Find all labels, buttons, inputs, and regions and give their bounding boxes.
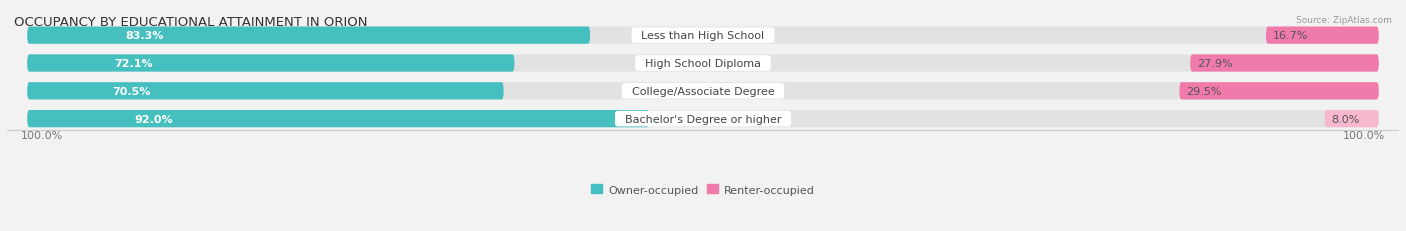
Text: Less than High School: Less than High School (634, 31, 772, 41)
Text: OCCUPANCY BY EDUCATIONAL ATTAINMENT IN ORION: OCCUPANCY BY EDUCATIONAL ATTAINMENT IN O… (14, 16, 367, 29)
FancyBboxPatch shape (27, 83, 1379, 100)
Text: Source: ZipAtlas.com: Source: ZipAtlas.com (1296, 16, 1392, 25)
Text: College/Associate Degree: College/Associate Degree (624, 86, 782, 96)
Text: 29.5%: 29.5% (1187, 86, 1222, 96)
FancyBboxPatch shape (27, 55, 1379, 72)
FancyBboxPatch shape (27, 55, 515, 72)
FancyBboxPatch shape (1265, 27, 1379, 45)
Text: 72.1%: 72.1% (114, 59, 152, 69)
Text: 100.0%: 100.0% (1343, 130, 1385, 140)
FancyBboxPatch shape (27, 110, 650, 128)
FancyBboxPatch shape (27, 83, 503, 100)
FancyBboxPatch shape (1191, 55, 1379, 72)
Text: 83.3%: 83.3% (125, 31, 163, 41)
Text: 70.5%: 70.5% (112, 86, 150, 96)
FancyBboxPatch shape (27, 27, 1379, 45)
Legend: Owner-occupied, Renter-occupied: Owner-occupied, Renter-occupied (586, 180, 820, 199)
FancyBboxPatch shape (1324, 110, 1379, 128)
Text: 27.9%: 27.9% (1197, 59, 1233, 69)
Text: 16.7%: 16.7% (1272, 31, 1308, 41)
Text: High School Diploma: High School Diploma (638, 59, 768, 69)
Text: 92.0%: 92.0% (134, 114, 173, 124)
Text: 100.0%: 100.0% (21, 130, 63, 140)
FancyBboxPatch shape (27, 27, 591, 45)
Text: Bachelor's Degree or higher: Bachelor's Degree or higher (617, 114, 789, 124)
FancyBboxPatch shape (1180, 83, 1379, 100)
Text: 8.0%: 8.0% (1331, 114, 1360, 124)
FancyBboxPatch shape (27, 110, 1379, 128)
